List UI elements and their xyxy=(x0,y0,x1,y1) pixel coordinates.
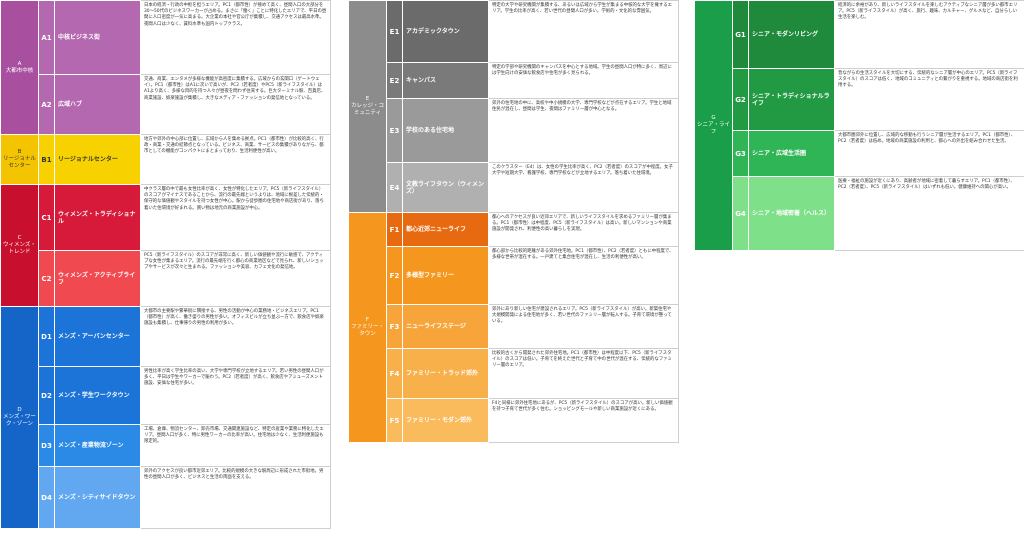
cluster-name: 中核ビジネス街 xyxy=(54,0,141,75)
cluster-code: G3 xyxy=(732,130,749,177)
cluster-row: D2 メンズ・学生ワークタウン 男性比率が高く学生比率の高い、大学や専門学校が立地す… xyxy=(1,366,331,425)
cluster-code: D2 xyxy=(38,366,55,425)
cluster-description: 工場、倉庫、物流センター、卸売市場、交通関連施設など、特定の産業や業務に特化した… xyxy=(140,424,331,467)
cluster-code: C2 xyxy=(38,250,55,307)
cluster-row: E3 学校のある住宅地 郊外の住宅地の中に、高校や中小規模の大学、専門学校などが点在… xyxy=(349,98,679,163)
cluster-description: PC5（新ライフスタイル）のスコアが非常に高く、新しい価値観や流行に敏感で、アク… xyxy=(140,250,331,307)
cluster-row: D4 メンズ・シティサイドタウン 郊外のアクセスが良い都市近郊エリア。比較的規模の大… xyxy=(1,466,331,529)
cluster-description: 特定の学部や研究機関のキャンパスを中心とする地域。学生の昼間人口が特に多く、周辺… xyxy=(488,62,679,99)
cluster-row: F2 多様型ファミリー 都心部から比較的距離がある郊外住宅地。PC1（都市性）、PC… xyxy=(349,246,679,305)
cluster-description: F4と同様に郊外住宅地にあるが、PC5（新ライフスタイル）のスコアが高い。新しい… xyxy=(488,398,679,443)
group-label: F ファミリー・タウン xyxy=(348,212,387,443)
cluster-code: E1 xyxy=(386,0,403,63)
cluster-name: シニア・モダンリビング xyxy=(748,0,835,69)
cluster-row: A2 広域ハブ 交通、商業、エンタメが多様な機能が高密度に集積する。広域からの玄関口… xyxy=(1,74,331,135)
cluster-code: D4 xyxy=(38,466,55,529)
cluster-row: G3 シニア・広域生活圏 大都市圏郊外に位置し、広域的な移動も行うシニア層が生活する… xyxy=(695,130,1024,177)
cluster-code: F1 xyxy=(386,212,403,247)
group-label: E カレッジ・コミュニティ xyxy=(348,0,387,213)
cluster-row: D3 メンズ・産業物流ゾーン 工場、倉庫、物流センター、卸売市場、交通関連施設など、… xyxy=(1,424,331,467)
cluster-description: 郊外のアクセスが良い都市近郊エリア。比較的規模の大きな駅周辺に形成された市街地。… xyxy=(140,466,331,529)
cluster-row: F ファミリー・タウン F1 都心近郊ニューライフ 都心へのアクセスが良い近郊エリアで… xyxy=(348,212,679,443)
cluster-name: シニア・広域生活圏 xyxy=(748,130,835,177)
group-label: D メンズ・ワーク・ゾーン xyxy=(0,306,39,529)
cluster-row: G シニア・ライフ G1 シニア・モダンリビング 経済的に余裕があり、新しいライフスタ… xyxy=(694,0,1024,251)
cluster-description: 郊外の住宅地の中に、高校や中小規模の大学、専門学校などが点在するエリア。学生と地… xyxy=(488,98,679,163)
cluster-table-middle: E カレッジ・コミュニティ E1 アカデミックタウン 特定の大学や研究機関が集積する、… xyxy=(348,0,679,443)
cluster-description: 地方や郊外の中心部に位置し、広域から人を集める拠点。PC1（都市性）が比較的高く… xyxy=(140,134,331,185)
cluster-description: 昔ながらの生活スタイルを大切にする、伝統的なシニア層が中心のエリア。PC5（新ラ… xyxy=(834,68,1024,131)
cluster-description: 大都市圏郊外に位置し、広域的な移動も行うシニア層が生活するエリア。PC1（都市性… xyxy=(834,130,1024,177)
cluster-row: F3 ニューライフステージ 郊外にあり新しい住宅が建設されるエリア。PC5（新ライフ… xyxy=(349,304,679,349)
cluster-code: F2 xyxy=(386,246,403,305)
cluster-name: 都心近郊ニューライフ xyxy=(402,212,489,247)
cluster-row: F4 ファミリー・トラッド郊外 比較的古くから開発された郊外住宅地。PC1（都市性）… xyxy=(349,348,679,399)
cluster-name: メンズ・シティサイドタウン xyxy=(54,466,141,529)
cluster-code: E3 xyxy=(386,98,403,163)
cluster-name: ウィメンズ・アクティブライフ xyxy=(54,250,141,307)
cluster-code: G2 xyxy=(732,68,749,131)
cluster-row: C ウィメンズ・トレンド C1 ウィメンズ・トラディショナル 中クラス層の中で最も女性… xyxy=(0,184,331,307)
cluster-description: 中クラス層の中で最も女性比率が高く、女性が特化したエリア。PC5（新ライフスタイ… xyxy=(140,184,331,251)
cluster-row: B リージョナルセンター B1 リージョナルセンター 地方や郊外の中心部に位置し、広域… xyxy=(0,134,331,185)
cluster-code: D1 xyxy=(38,306,55,367)
cluster-code: A2 xyxy=(38,74,55,135)
cluster-row: E2 キャンパス 特定の学部や研究機関のキャンパスを中心とする地域。学生の昼間人口が… xyxy=(349,62,679,99)
cluster-name: キャンパス xyxy=(402,62,489,99)
cluster-code: E4 xyxy=(386,162,403,213)
cluster-name: リージョナルセンター xyxy=(54,134,141,185)
cluster-description: 医療・福祉の施設が近くにあり、高齢者が地域に密着して暮らすエリア。PC1（都市性… xyxy=(834,176,1024,251)
cluster-description: 大都市の主要駅や繁華街に隣接する、男性の活動が中心の業務地・ビジネスエリア。PC… xyxy=(140,306,331,367)
cluster-code: F5 xyxy=(386,398,403,443)
cluster-row: F5 ファミリー・モダン郊外 F4と同様に郊外住宅地にあるが、PC5（新ライフスタイ… xyxy=(349,398,679,443)
cluster-code: C1 xyxy=(38,184,55,251)
cluster-name: メンズ・産業物流ゾーン xyxy=(54,424,141,467)
cluster-code: F3 xyxy=(386,304,403,349)
group-label: B リージョナルセンター xyxy=(0,134,39,185)
cluster-name: ニューライフステージ xyxy=(402,304,489,349)
cluster-description: 比較的古くから開発された郊外住宅地。PC1（都市性）は中程度以下、PC5（新ライ… xyxy=(488,348,679,399)
cluster-description: 都心へのアクセスが良い近郊エリアで、新しいライフスタイルを求めるファミリー層が集… xyxy=(488,212,679,247)
group-label: A 大都市中核 xyxy=(0,0,39,135)
cluster-name: ウィメンズ・トラディショナル xyxy=(54,184,141,251)
cluster-row: D メンズ・ワーク・ゾーン D1 メンズ・アーバンセンター 大都市の主要駅や繁華街に隣… xyxy=(0,306,331,529)
cluster-row: A 大都市中核 A1 中核ビジネス街 日本の経済・行政の中枢を担うエリア。PC1（都市… xyxy=(0,0,331,135)
cluster-row: E カレッジ・コミュニティ E1 アカデミックタウン 特定の大学や研究機関が集積する、… xyxy=(348,0,679,213)
cluster-description: 特定の大学や研究機関が集積する、あるいは広域から学生が集まる中核的な大学を擁する… xyxy=(488,0,679,63)
cluster-name: 学校のある住宅地 xyxy=(402,98,489,163)
cluster-row: G4 シニア・地域密着（ヘルス） 医療・福祉の施設が近くにあり、高齢者が地域に密着し… xyxy=(695,176,1024,251)
cluster-code: G1 xyxy=(732,0,749,69)
group-label: C ウィメンズ・トレンド xyxy=(0,184,39,307)
cluster-description: このクラスター（E4）は、女性の学生比率が高く、PC2（若者度）のスコアが中程度… xyxy=(488,162,679,213)
cluster-description: 経済的に余裕があり、新しいライフスタイルを楽しむアクティブなシニア層が多い都市エ… xyxy=(834,0,1024,69)
cluster-name: シニア・地域密着（ヘルス） xyxy=(748,176,835,251)
cluster-table-left: A 大都市中核 A1 中核ビジネス街 日本の経済・行政の中枢を担うエリア。PC1（都市… xyxy=(0,0,331,529)
cluster-row: G2 シニア・トラディショナルライフ 昔ながらの生活スタイルを大切にする、伝統的なシ… xyxy=(695,68,1024,131)
group-label: G シニア・ライフ xyxy=(694,0,733,251)
cluster-description: 男性比率が高く学生比率の高い、大学や専門学校が立地するエリア。若い男性の昼間人口… xyxy=(140,366,331,425)
cluster-code: G4 xyxy=(732,176,749,251)
cluster-name: メンズ・学生ワークタウン xyxy=(54,366,141,425)
cluster-name: 文教ライフタウン（ウィメンズ） xyxy=(402,162,489,213)
cluster-code: E2 xyxy=(386,62,403,99)
cluster-name: シニア・トラディショナルライフ xyxy=(748,68,835,131)
cluster-description: 都心部から比較的距離がある郊外住宅地。PC1（都市性）、PC2（若者度）ともに中… xyxy=(488,246,679,305)
cluster-code: D3 xyxy=(38,424,55,467)
cluster-name: ファミリー・トラッド郊外 xyxy=(402,348,489,399)
cluster-code: A1 xyxy=(38,0,55,75)
cluster-name: ファミリー・モダン郊外 xyxy=(402,398,489,443)
cluster-description: 日本の経済・行政の中枢を担うエリア。PC1（都市性）が極めて高く、昼間人口の大部… xyxy=(140,0,331,75)
cluster-table-right: G シニア・ライフ G1 シニア・モダンリビング 経済的に余裕があり、新しいライフスタ… xyxy=(694,0,1024,251)
cluster-row: C2 ウィメンズ・アクティブライフ PC5（新ライフスタイル）のスコアが非常に高く、… xyxy=(1,250,331,307)
cluster-description: 交通、商業、エンタメが多様な機能が高密度に集積する。広域からの玄関口（ゲートウェ… xyxy=(140,74,331,135)
cluster-name: アカデミックタウン xyxy=(402,0,489,63)
cluster-name: 多様型ファミリー xyxy=(402,246,489,305)
cluster-code: B1 xyxy=(38,134,55,185)
cluster-name: 広域ハブ xyxy=(54,74,141,135)
cluster-description: 郊外にあり新しい住宅が建設されるエリア。PC5（新ライフスタイル）が高い。新築住… xyxy=(488,304,679,349)
cluster-code: F4 xyxy=(386,348,403,399)
cluster-name: メンズ・アーバンセンター xyxy=(54,306,141,367)
cluster-row: E4 文教ライフタウン（ウィメンズ） このクラスター（E4）は、女性の学生比率が高く… xyxy=(349,162,679,213)
